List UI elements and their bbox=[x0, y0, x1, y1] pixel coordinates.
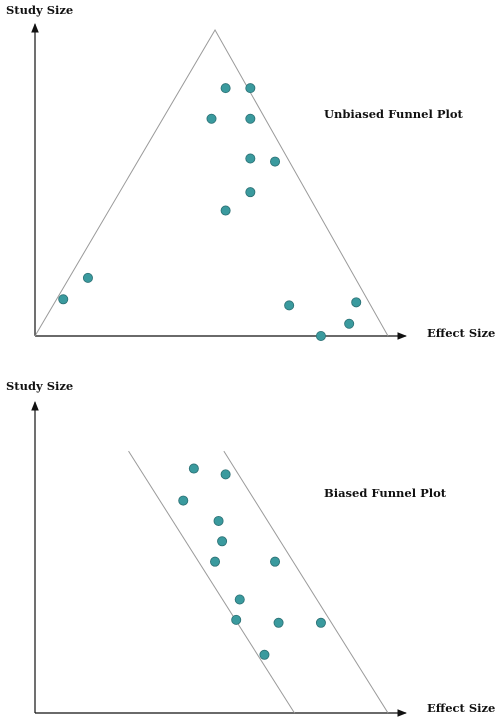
data-point bbox=[217, 536, 228, 547]
biased-y-axis-label: Study Size bbox=[6, 379, 73, 393]
data-point bbox=[220, 83, 231, 94]
data-point bbox=[273, 617, 284, 628]
data-point bbox=[259, 649, 270, 660]
data-point bbox=[234, 594, 245, 605]
data-point bbox=[206, 113, 217, 124]
unbiased-x-axis-label: Effect Size bbox=[427, 326, 495, 340]
funnel-triangle-outline bbox=[34, 28, 389, 337]
biased-x-axis-label: Effect Size bbox=[427, 701, 495, 715]
data-point bbox=[270, 156, 281, 167]
band-right-line bbox=[223, 450, 389, 714]
data-point bbox=[270, 556, 281, 567]
unbiased-plot-title: Unbiased Funnel Plot bbox=[324, 107, 464, 121]
data-point bbox=[178, 495, 189, 506]
data-point bbox=[245, 187, 256, 198]
data-point bbox=[210, 556, 221, 567]
unbiased-data-points bbox=[58, 83, 362, 341]
data-point bbox=[231, 614, 242, 625]
data-point bbox=[82, 272, 93, 283]
unbiased-funnel-chart: Study Size Effect Size Unbiased Funnel P… bbox=[6, 3, 495, 341]
data-point bbox=[245, 153, 256, 164]
data-point bbox=[344, 318, 355, 329]
data-point bbox=[188, 463, 199, 474]
data-point bbox=[315, 330, 326, 341]
biased-band-guide bbox=[128, 450, 389, 714]
data-point bbox=[58, 294, 69, 305]
biased-plot-title: Biased Funnel Plot bbox=[324, 486, 447, 500]
data-point bbox=[315, 617, 326, 628]
data-point bbox=[220, 469, 231, 480]
biased-data-points bbox=[178, 463, 326, 660]
unbiased-y-axis-label: Study Size bbox=[6, 3, 73, 17]
data-point bbox=[351, 297, 362, 308]
data-point bbox=[245, 83, 256, 94]
data-point bbox=[284, 300, 295, 311]
data-point bbox=[213, 515, 224, 526]
unbiased-funnel-guide bbox=[34, 28, 389, 337]
biased-funnel-chart: Study Size Effect Size Biased Funnel Plo… bbox=[6, 379, 495, 717]
data-point bbox=[220, 205, 231, 216]
band-left-line bbox=[128, 450, 295, 714]
data-point bbox=[245, 113, 256, 124]
